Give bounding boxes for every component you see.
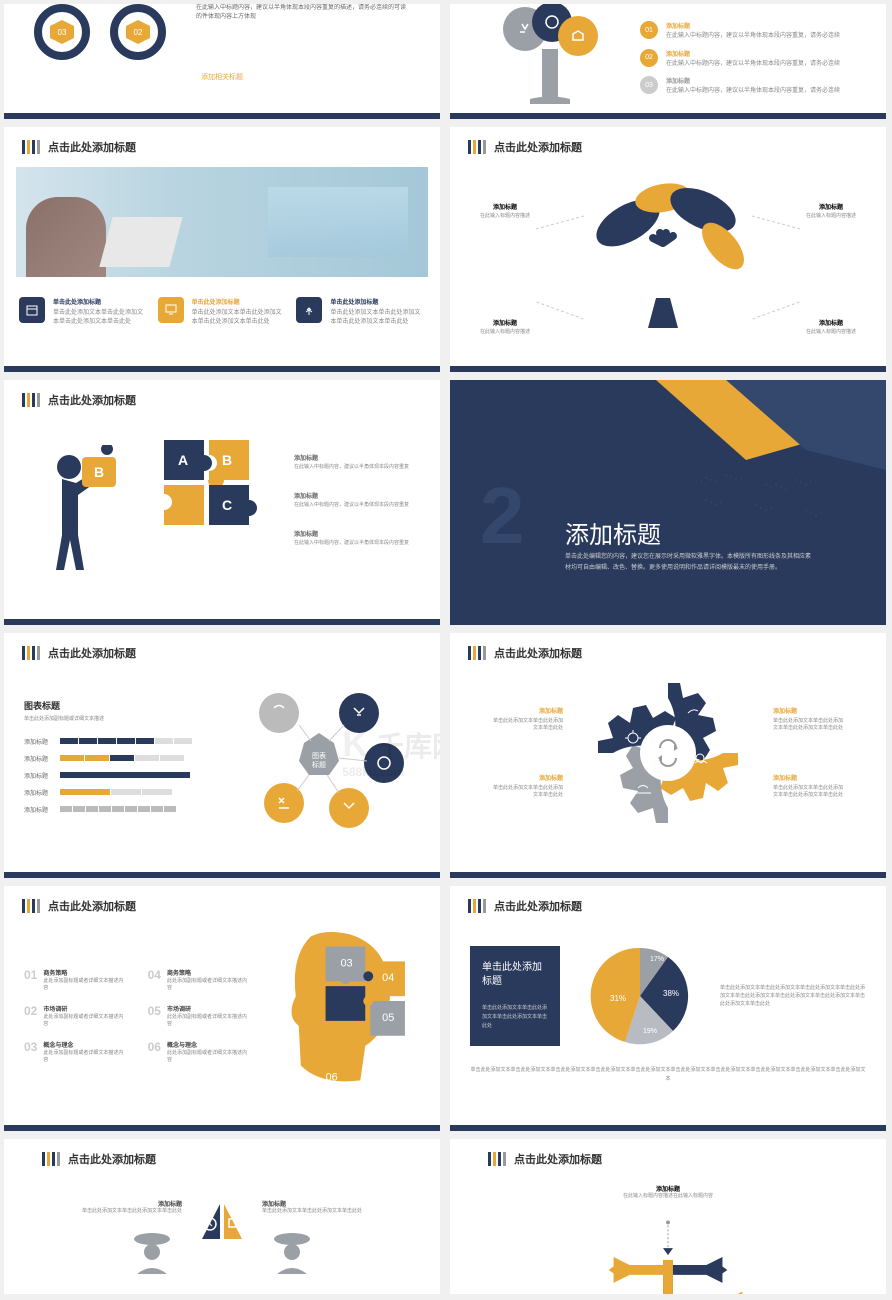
plant-icon	[296, 297, 322, 323]
slide-3: 点击此处添加标题 单击此处添加标题单击此处添加文本单击此处添加文本单击此处添加文…	[4, 127, 440, 372]
svg-text:19%: 19%	[643, 1028, 657, 1035]
diamond-arrows-icon	[182, 1199, 262, 1269]
s1-text: 在此输入中标题内容，建议以半角体现本段内容重复的描述，请务必连续的可读的件体现内…	[196, 4, 410, 22]
slide-1: 03 02 在此输入中标题内容，建议以半角体现本段内容重复的描述，请务必连续的可…	[4, 4, 440, 119]
slide-6-divider: 2 添加标题 单击此处编辑您的内容，建议您在展示时采用微软雅黑字体。本模版所有图…	[450, 380, 886, 625]
svg-text:C: C	[222, 497, 232, 513]
world-map-icon	[676, 450, 856, 560]
slide-8: 点击此处添加标题 添加标题单击此处添加文本单击此处添加文本单击此处 添加标题单击…	[450, 633, 886, 878]
circle-2: 02	[110, 4, 166, 60]
svg-text:03: 03	[341, 957, 353, 969]
svg-text:05: 05	[382, 1011, 394, 1023]
tree-icon	[480, 4, 620, 114]
hero-image	[16, 167, 428, 277]
gear-chart	[578, 663, 758, 843]
person-left-icon	[122, 1224, 182, 1274]
slide-5: 点击此处添加标题 C B A B C 添加标题在此输入中标题内容，建议以半角体现…	[4, 380, 440, 625]
slide-7: 点击此处添加标题 图表标题 单击此处添加副标题或详细文本描述 添加标题添加标题添…	[4, 633, 440, 878]
svg-text:B: B	[222, 452, 232, 468]
svg-text:17%: 17%	[650, 956, 664, 963]
svg-text:标题: 标题	[312, 760, 326, 769]
arrows-diagram	[470, 1210, 866, 1294]
slide-2: 01添加标题在此输入中标题内容，建议以半角体现本段内容重复，请务必连续 02添加…	[450, 4, 886, 119]
s1-footer: 添加相关标题	[34, 72, 410, 82]
section-title: 添加标题	[565, 515, 661, 550]
person-puzzle-icon: C B	[34, 445, 124, 575]
section-desc: 单击此处编辑您的内容，建议您在展示时采用微软雅黑字体。本模版所有图形线条及其相应…	[565, 552, 815, 574]
slide-4: 点击此处添加标题 添加标题在此输入标题内容描述 添加标题在此输入标题内容描述 添…	[450, 127, 886, 372]
svg-text:06: 06	[326, 1071, 338, 1083]
person-right-icon	[262, 1224, 322, 1274]
slide-10: 点击此处添加标题 单击此处添加标题 单击此处添加文本单击此处添加文本单击此处添加…	[450, 886, 886, 1131]
watermark: K 千库网588ku.com	[342, 723, 440, 779]
svg-text:38%: 38%	[663, 989, 679, 998]
puzzle-icon: A B C	[154, 430, 264, 570]
hand-tree-icon	[568, 168, 768, 348]
svg-text:C: C	[92, 447, 99, 457]
section-number: 2	[480, 470, 525, 562]
slide-9: 点击此处添加标题 01商务策略此处添加副标题或者详细文本描述内容02市场调研此处…	[4, 886, 440, 1131]
svg-text:A: A	[178, 452, 188, 468]
pie-chart: 17% 38% 19% 31%	[585, 941, 695, 1051]
slide-11: 点击此处添加标题 添加标题单击此处添加文本单击此处添加文本单击此处 添加标题单击…	[4, 1139, 440, 1294]
svg-text:图表: 图表	[312, 751, 326, 760]
calendar-icon	[19, 297, 45, 323]
info-box: 单击此处添加标题 单击此处添加文本单击此处添加文本单击此处添加文本单击此处	[470, 946, 560, 1046]
svg-text:31%: 31%	[610, 994, 626, 1003]
svg-text:B: B	[94, 464, 104, 480]
circle-3: 03	[34, 4, 90, 60]
svg-text:04: 04	[382, 972, 394, 984]
monitor-icon	[158, 297, 184, 323]
head-puzzle-icon: 03 04 05 06	[271, 916, 420, 1096]
slide-12: 点击此处添加标题 添加标题在此输入标题内容描述在此输入标题内容	[450, 1139, 886, 1294]
